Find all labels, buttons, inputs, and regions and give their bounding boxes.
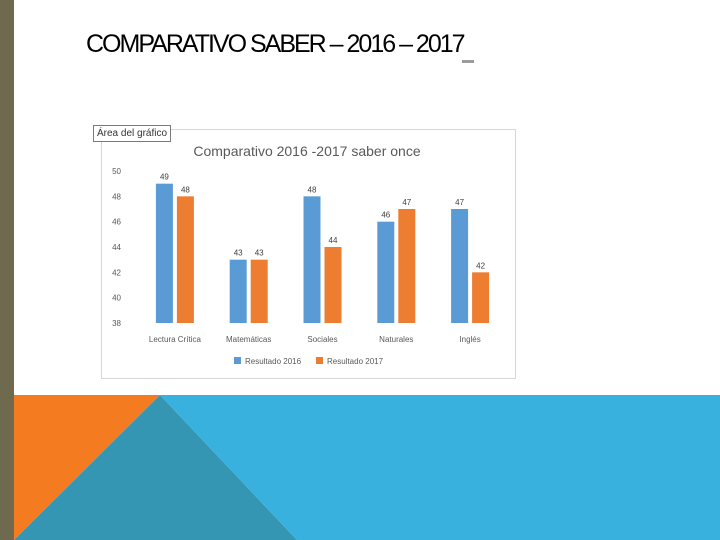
legend-swatch: [316, 357, 323, 364]
x-tick-label: Naturales: [379, 335, 413, 344]
decorative-footer-band: [0, 395, 720, 540]
left-dark-strip: [0, 395, 14, 540]
x-tick-label: Sociales: [307, 335, 337, 344]
bar-2017[interactable]: [472, 272, 490, 323]
y-tick-label: 46: [112, 218, 121, 227]
bar-data-label: 47: [455, 198, 464, 207]
y-tick-label: 40: [112, 294, 121, 303]
bar-data-label: 47: [402, 198, 411, 207]
bar-data-label: 48: [308, 185, 317, 194]
bar-2016[interactable]: [377, 221, 395, 323]
x-tick-label: Lectura Crítica: [149, 335, 202, 344]
slide-title: COMPARATIVO SABER – 2016 – 2017: [86, 30, 466, 58]
y-tick-label: 42: [112, 268, 121, 277]
x-tick-label: Inglés: [459, 335, 480, 344]
bar-data-label: 48: [181, 185, 190, 194]
bar-chart: Comparativo 2016 -2017 saber once 38 40 42…: [112, 143, 490, 366]
bar-data-label: 43: [234, 249, 243, 258]
bar-2017[interactable]: [324, 247, 342, 323]
title-underline-mark: [462, 60, 474, 63]
bar-data-label: 43: [255, 249, 264, 258]
bar-data-label: 44: [329, 236, 338, 245]
bar-data-label: 46: [381, 211, 390, 220]
bar-2017[interactable]: [250, 259, 268, 323]
chart-area[interactable]: Comparativo 2016 -2017 saber once 38 40 42…: [101, 129, 516, 379]
y-tick-label: 44: [112, 243, 121, 252]
legend-swatch: [234, 357, 241, 364]
legend-label: Resultado 2017: [327, 357, 384, 366]
chart-title: Comparativo 2016 -2017 saber once: [193, 143, 420, 159]
bar-2016[interactable]: [229, 259, 247, 323]
sky-blue-shape: [160, 395, 720, 540]
y-tick-label: 38: [112, 319, 121, 328]
bar-2017[interactable]: [398, 209, 416, 323]
teal-triangle: [14, 395, 297, 540]
bar-2016[interactable]: [303, 196, 321, 323]
bar-2016[interactable]: [451, 209, 469, 323]
y-tick-label: 50: [112, 167, 121, 176]
bar-2016[interactable]: [155, 183, 173, 323]
legend-label: Resultado 2016: [245, 357, 302, 366]
y-tick-label: 48: [112, 192, 121, 201]
bar-2017[interactable]: [176, 196, 194, 323]
chart-area-tooltip: Área del gráfico: [93, 125, 172, 142]
bar-data-label: 42: [476, 261, 485, 270]
bar-data-label: 49: [160, 173, 169, 182]
x-tick-label: Matemáticas: [226, 335, 271, 344]
